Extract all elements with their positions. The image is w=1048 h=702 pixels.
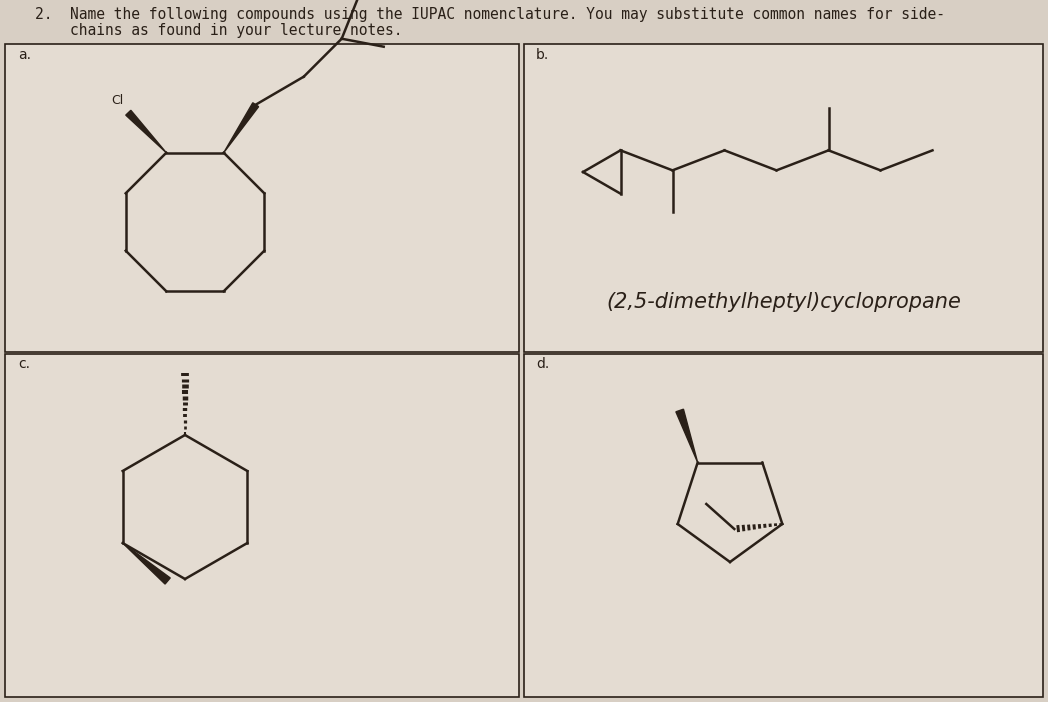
Text: b.: b.	[536, 48, 549, 62]
FancyBboxPatch shape	[524, 354, 1043, 697]
Polygon shape	[676, 409, 698, 463]
Text: chains as found in your lecture notes.: chains as found in your lecture notes.	[35, 23, 402, 38]
FancyBboxPatch shape	[5, 354, 519, 697]
Text: Cl: Cl	[111, 93, 124, 107]
Polygon shape	[126, 110, 167, 153]
Text: a.: a.	[18, 48, 31, 62]
Text: (2,5-dimethylheptyl)cyclopropane: (2,5-dimethylheptyl)cyclopropane	[607, 292, 961, 312]
FancyBboxPatch shape	[524, 44, 1043, 352]
Text: d.: d.	[536, 357, 549, 371]
Polygon shape	[223, 102, 259, 153]
Polygon shape	[123, 543, 170, 584]
FancyBboxPatch shape	[5, 44, 519, 352]
Text: c.: c.	[18, 357, 30, 371]
Text: 2.  Name the following compounds using the IUPAC nomenclature. You may substitut: 2. Name the following compounds using th…	[35, 7, 945, 22]
